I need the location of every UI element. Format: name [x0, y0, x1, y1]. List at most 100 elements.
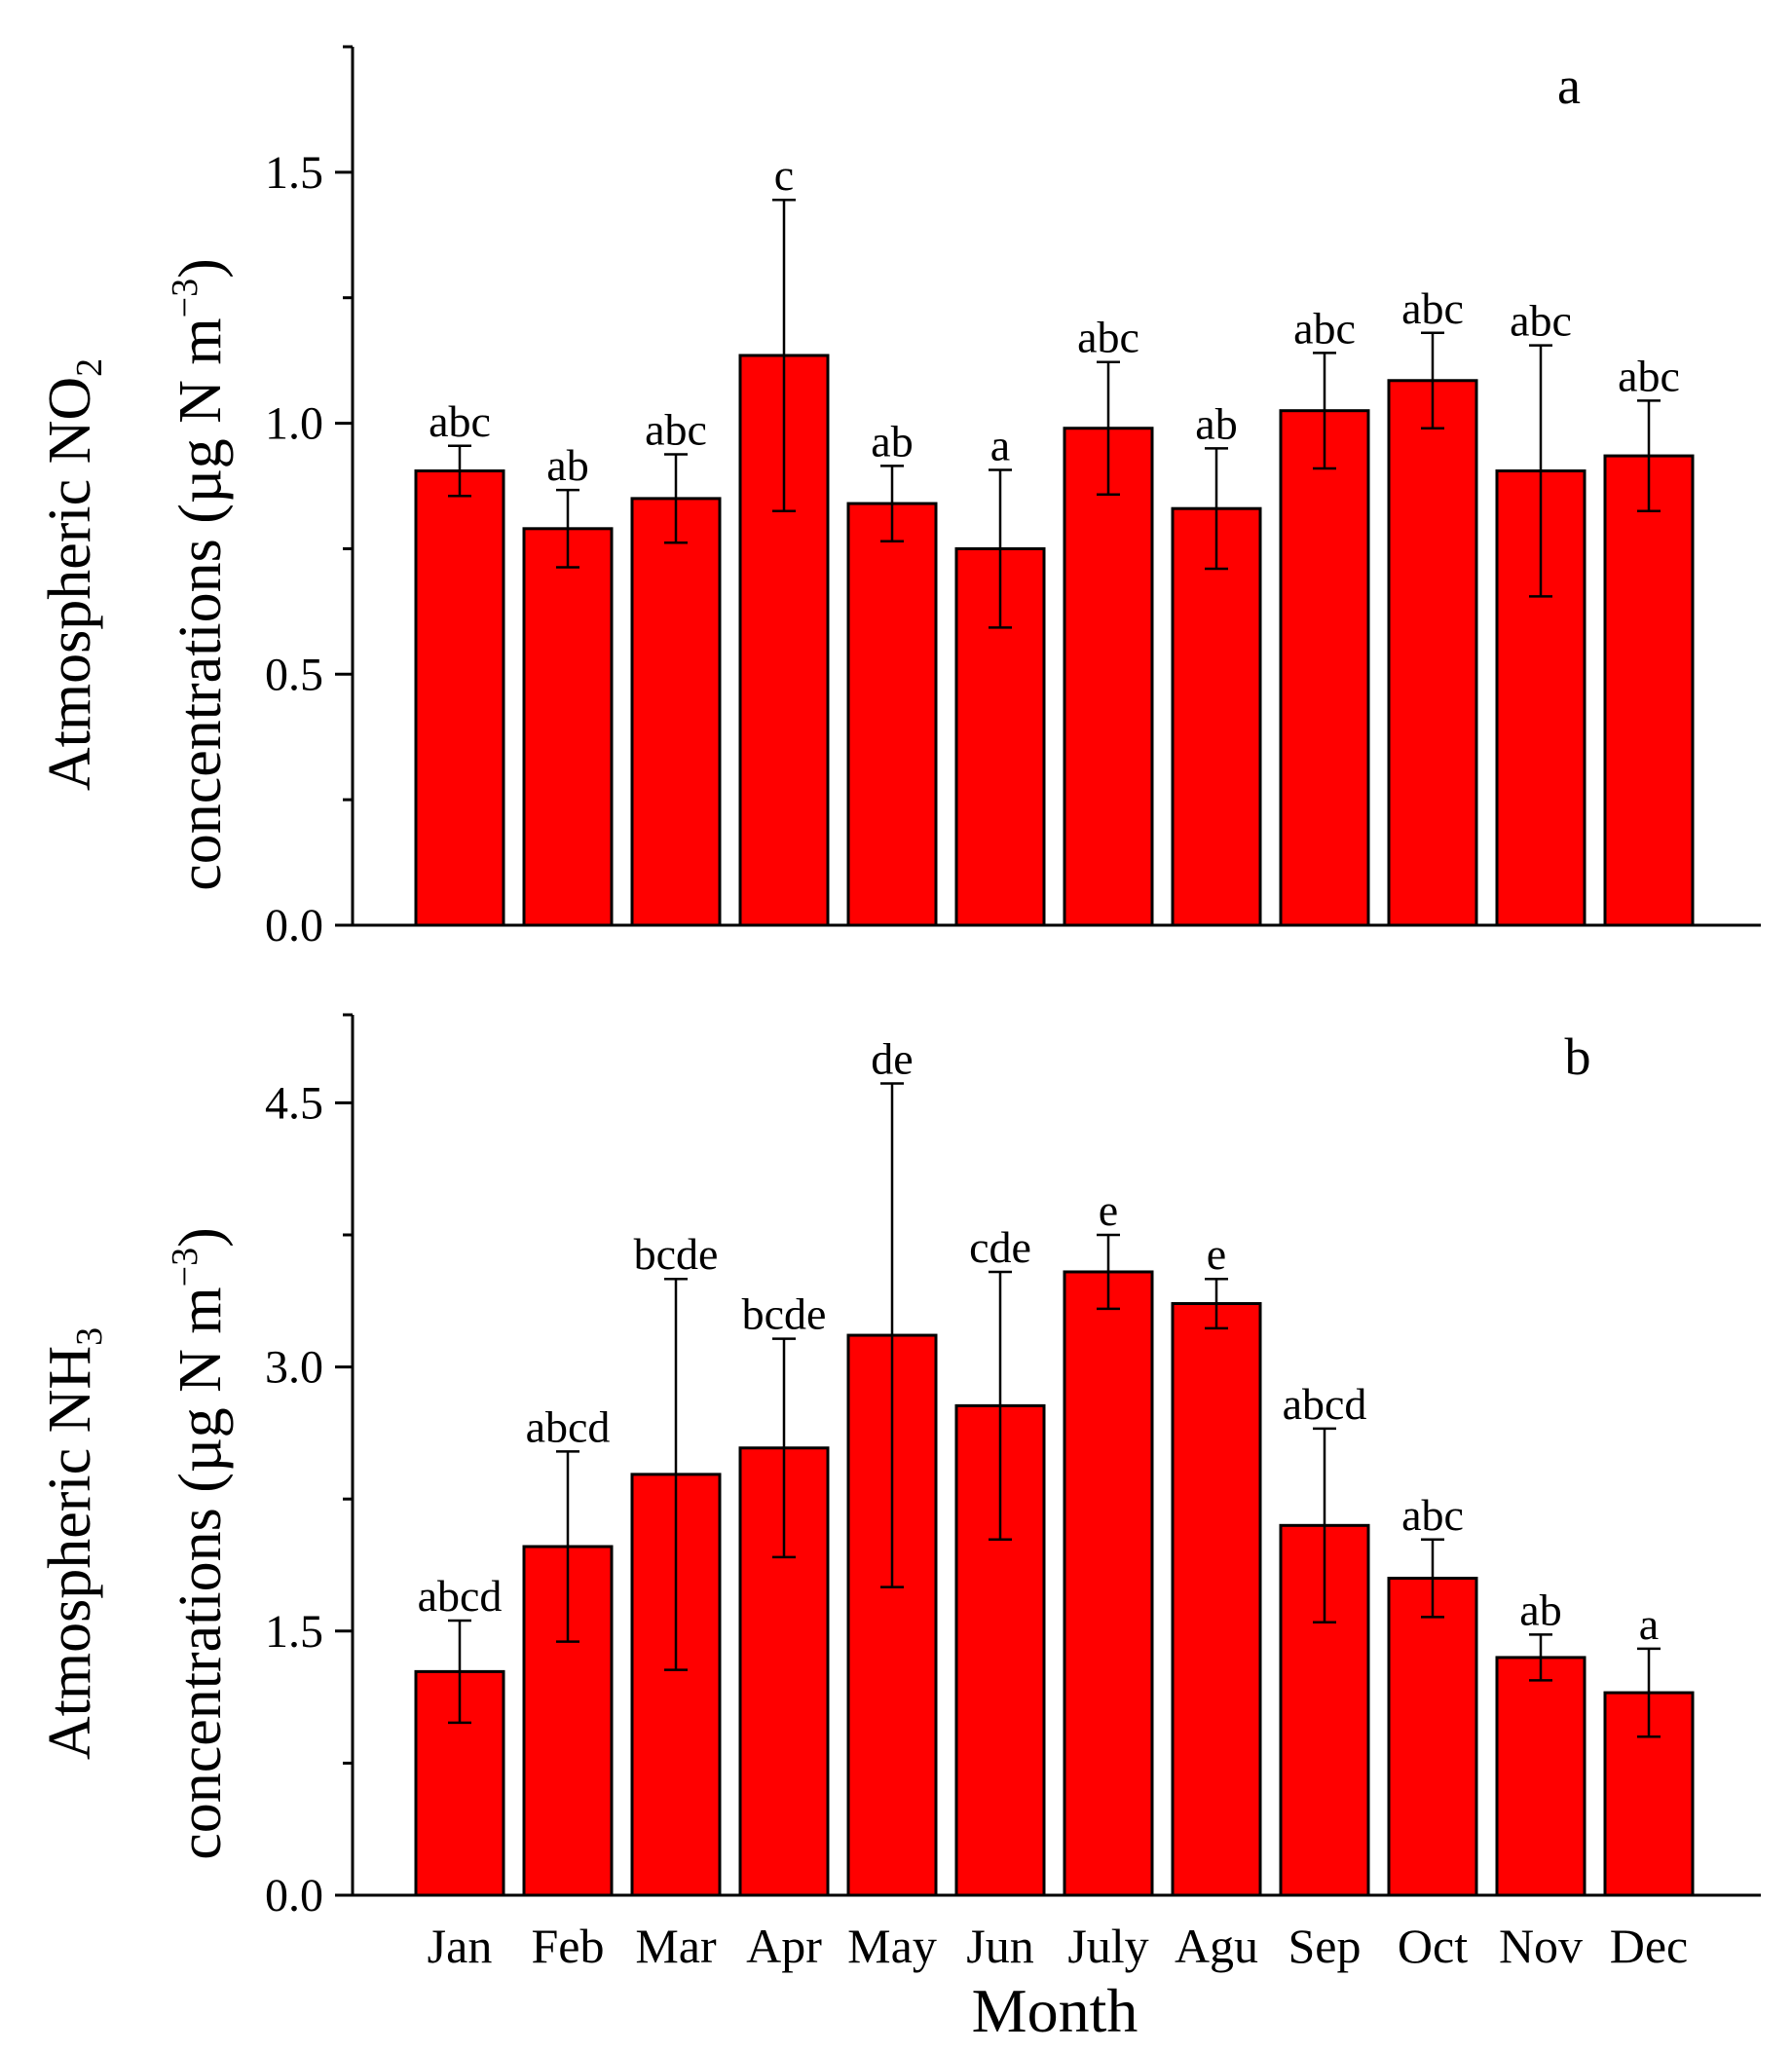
bar-mar [630, 497, 722, 927]
bar-nov [1495, 1656, 1587, 1897]
sig-label-nov: ab [1519, 1585, 1561, 1634]
x-axis-title: Month [972, 1976, 1139, 2045]
error-bar-july [1097, 1233, 1120, 1311]
sig-label-sep: abcd [1283, 1379, 1367, 1429]
panel-a-ylabel2-sup: −3 [165, 279, 205, 317]
bar-agu [1171, 506, 1262, 927]
month-label-may: May [847, 1919, 937, 1973]
panel-b-ylabel-sub: 3 [69, 1327, 110, 1346]
sig-label-mar: abc [645, 405, 707, 455]
bar-sep [1279, 409, 1370, 927]
sig-label-dec: abc [1618, 351, 1680, 400]
month-label-mar: Mar [635, 1919, 717, 1973]
error-bar-agu [1205, 1277, 1228, 1330]
error-bar-nov [1529, 1633, 1552, 1682]
month-label-dec: Dec [1610, 1919, 1689, 1973]
bar-feb [522, 527, 614, 927]
y-tick-label: 0.0 [265, 900, 323, 951]
error-bar-mar [664, 1277, 688, 1671]
error-bar-feb [556, 488, 579, 569]
sig-label-july: e [1099, 1185, 1118, 1235]
y-tick-label: 1.5 [265, 1606, 323, 1658]
panel-b-error-bars [448, 1082, 1661, 1738]
y-tick-label: 3.0 [265, 1342, 323, 1394]
error-bar-apr [772, 1337, 796, 1559]
y-tick-label: 1.5 [265, 147, 323, 199]
sig-label-jun: a [990, 421, 1010, 470]
sig-label-oct: abc [1401, 283, 1464, 333]
sig-label-jun: cde [969, 1222, 1031, 1272]
sig-label-agu: ab [1195, 398, 1237, 448]
y-tick-label: 0.0 [265, 1870, 323, 1921]
error-bar-dec [1637, 1647, 1661, 1738]
panel-b-ylabel-line2: concentrations (µg N m−3) [165, 1227, 234, 1860]
month-label-nov: Nov [1499, 1919, 1583, 1973]
error-bar-jun [989, 468, 1012, 629]
month-label-agu: Agu [1175, 1919, 1258, 1973]
panel-a-label: a [1557, 56, 1581, 115]
bar-may [846, 502, 938, 927]
panel-b-label: b [1565, 1027, 1591, 1086]
panel-a-ylabel-sub: 2 [69, 358, 110, 377]
sig-label-feb: abcd [526, 1401, 611, 1451]
panel-b-ylabel2-sup: −3 [165, 1248, 205, 1287]
y-tick-label: 1.0 [265, 398, 323, 450]
panel-a-ylabel-line2: concentrations (µg N m−3) [165, 258, 234, 891]
panel-a-error-bars [448, 198, 1661, 629]
bar-july [1063, 1270, 1154, 1897]
error-bar-sep [1313, 1427, 1336, 1624]
sig-label-oct: abc [1401, 1490, 1464, 1540]
bar-oct [1387, 1577, 1478, 1897]
panel-a-ylabel-main: Atmospheric NO [37, 377, 103, 791]
sig-label-mar: bcde [634, 1229, 719, 1279]
sig-label-feb: ab [546, 440, 588, 490]
sig-label-july: abc [1077, 313, 1139, 362]
error-bar-jun [989, 1270, 1012, 1542]
sig-label-apr: c [774, 150, 794, 200]
y-tick-label: 4.5 [265, 1077, 323, 1129]
sig-label-apr: bcde [742, 1289, 827, 1339]
sig-label-dec: a [1639, 1599, 1659, 1649]
panel-a-bars [414, 354, 1695, 927]
panel-b-ylabel-main: Atmospheric NH [37, 1346, 103, 1760]
error-bar-jan [448, 1619, 471, 1725]
month-label-jan: Jan [428, 1919, 493, 1973]
panel-b-y-ticks: 0.0 1.5 3.0 4.5 [265, 1013, 353, 1921]
error-bar-mar [664, 453, 688, 544]
panel-a-ylabel-line1: Atmospheric NO2 [37, 358, 110, 791]
panel-a-y-ticks: 0.0 0.5 1.0 1.5 [265, 45, 353, 951]
error-bar-apr [772, 198, 796, 513]
sig-label-may: de [871, 1034, 913, 1084]
y-tick-label: 0.5 [265, 649, 323, 700]
panel-b-ylabel2-main: concentrations (µg N m [168, 1287, 234, 1859]
bar-dec [1603, 454, 1695, 927]
panel-b-ylabel2-end: ) [168, 1227, 234, 1248]
month-label-sep: Sep [1288, 1919, 1362, 1973]
panel-b-ylabel-line1: Atmospheric NH3 [37, 1327, 110, 1760]
error-bar-feb [556, 1450, 579, 1643]
error-bar-oct [1421, 1538, 1444, 1619]
error-bar-agu [1205, 447, 1228, 571]
month-label-feb: Feb [532, 1919, 605, 1973]
sig-label-jan: abcd [418, 1571, 503, 1621]
error-bar-jan [448, 444, 471, 498]
error-bar-may [880, 465, 904, 542]
bar-jan [414, 469, 505, 927]
error-bar-oct [1421, 331, 1444, 429]
panel-b-significance-labels: abcd abcd bcde bcde de cde e e abcd abc ab a [418, 1034, 1660, 1649]
sig-label-may: ab [871, 416, 913, 466]
sig-label-nov: abc [1510, 296, 1572, 346]
panel-a-ylabel2-end: ) [168, 258, 234, 279]
panel-b-nh3: abcd abcd bcde bcde de cde e e abcd abc ab a 0.0 1.5… [37, 1013, 1761, 1973]
error-bar-sep [1313, 352, 1336, 470]
sig-label-jan: abc [429, 396, 491, 446]
error-bar-nov [1529, 344, 1552, 598]
bar-july [1063, 427, 1154, 927]
month-label-oct: Oct [1398, 1919, 1468, 1973]
error-bar-dec [1637, 399, 1661, 513]
month-tick-labels: Jan Feb Mar Apr May Jun July Agu Sep Oct Nov Dec [428, 1919, 1689, 1973]
panel-a-ylabel2-main: concentrations (µg N m [168, 317, 234, 890]
